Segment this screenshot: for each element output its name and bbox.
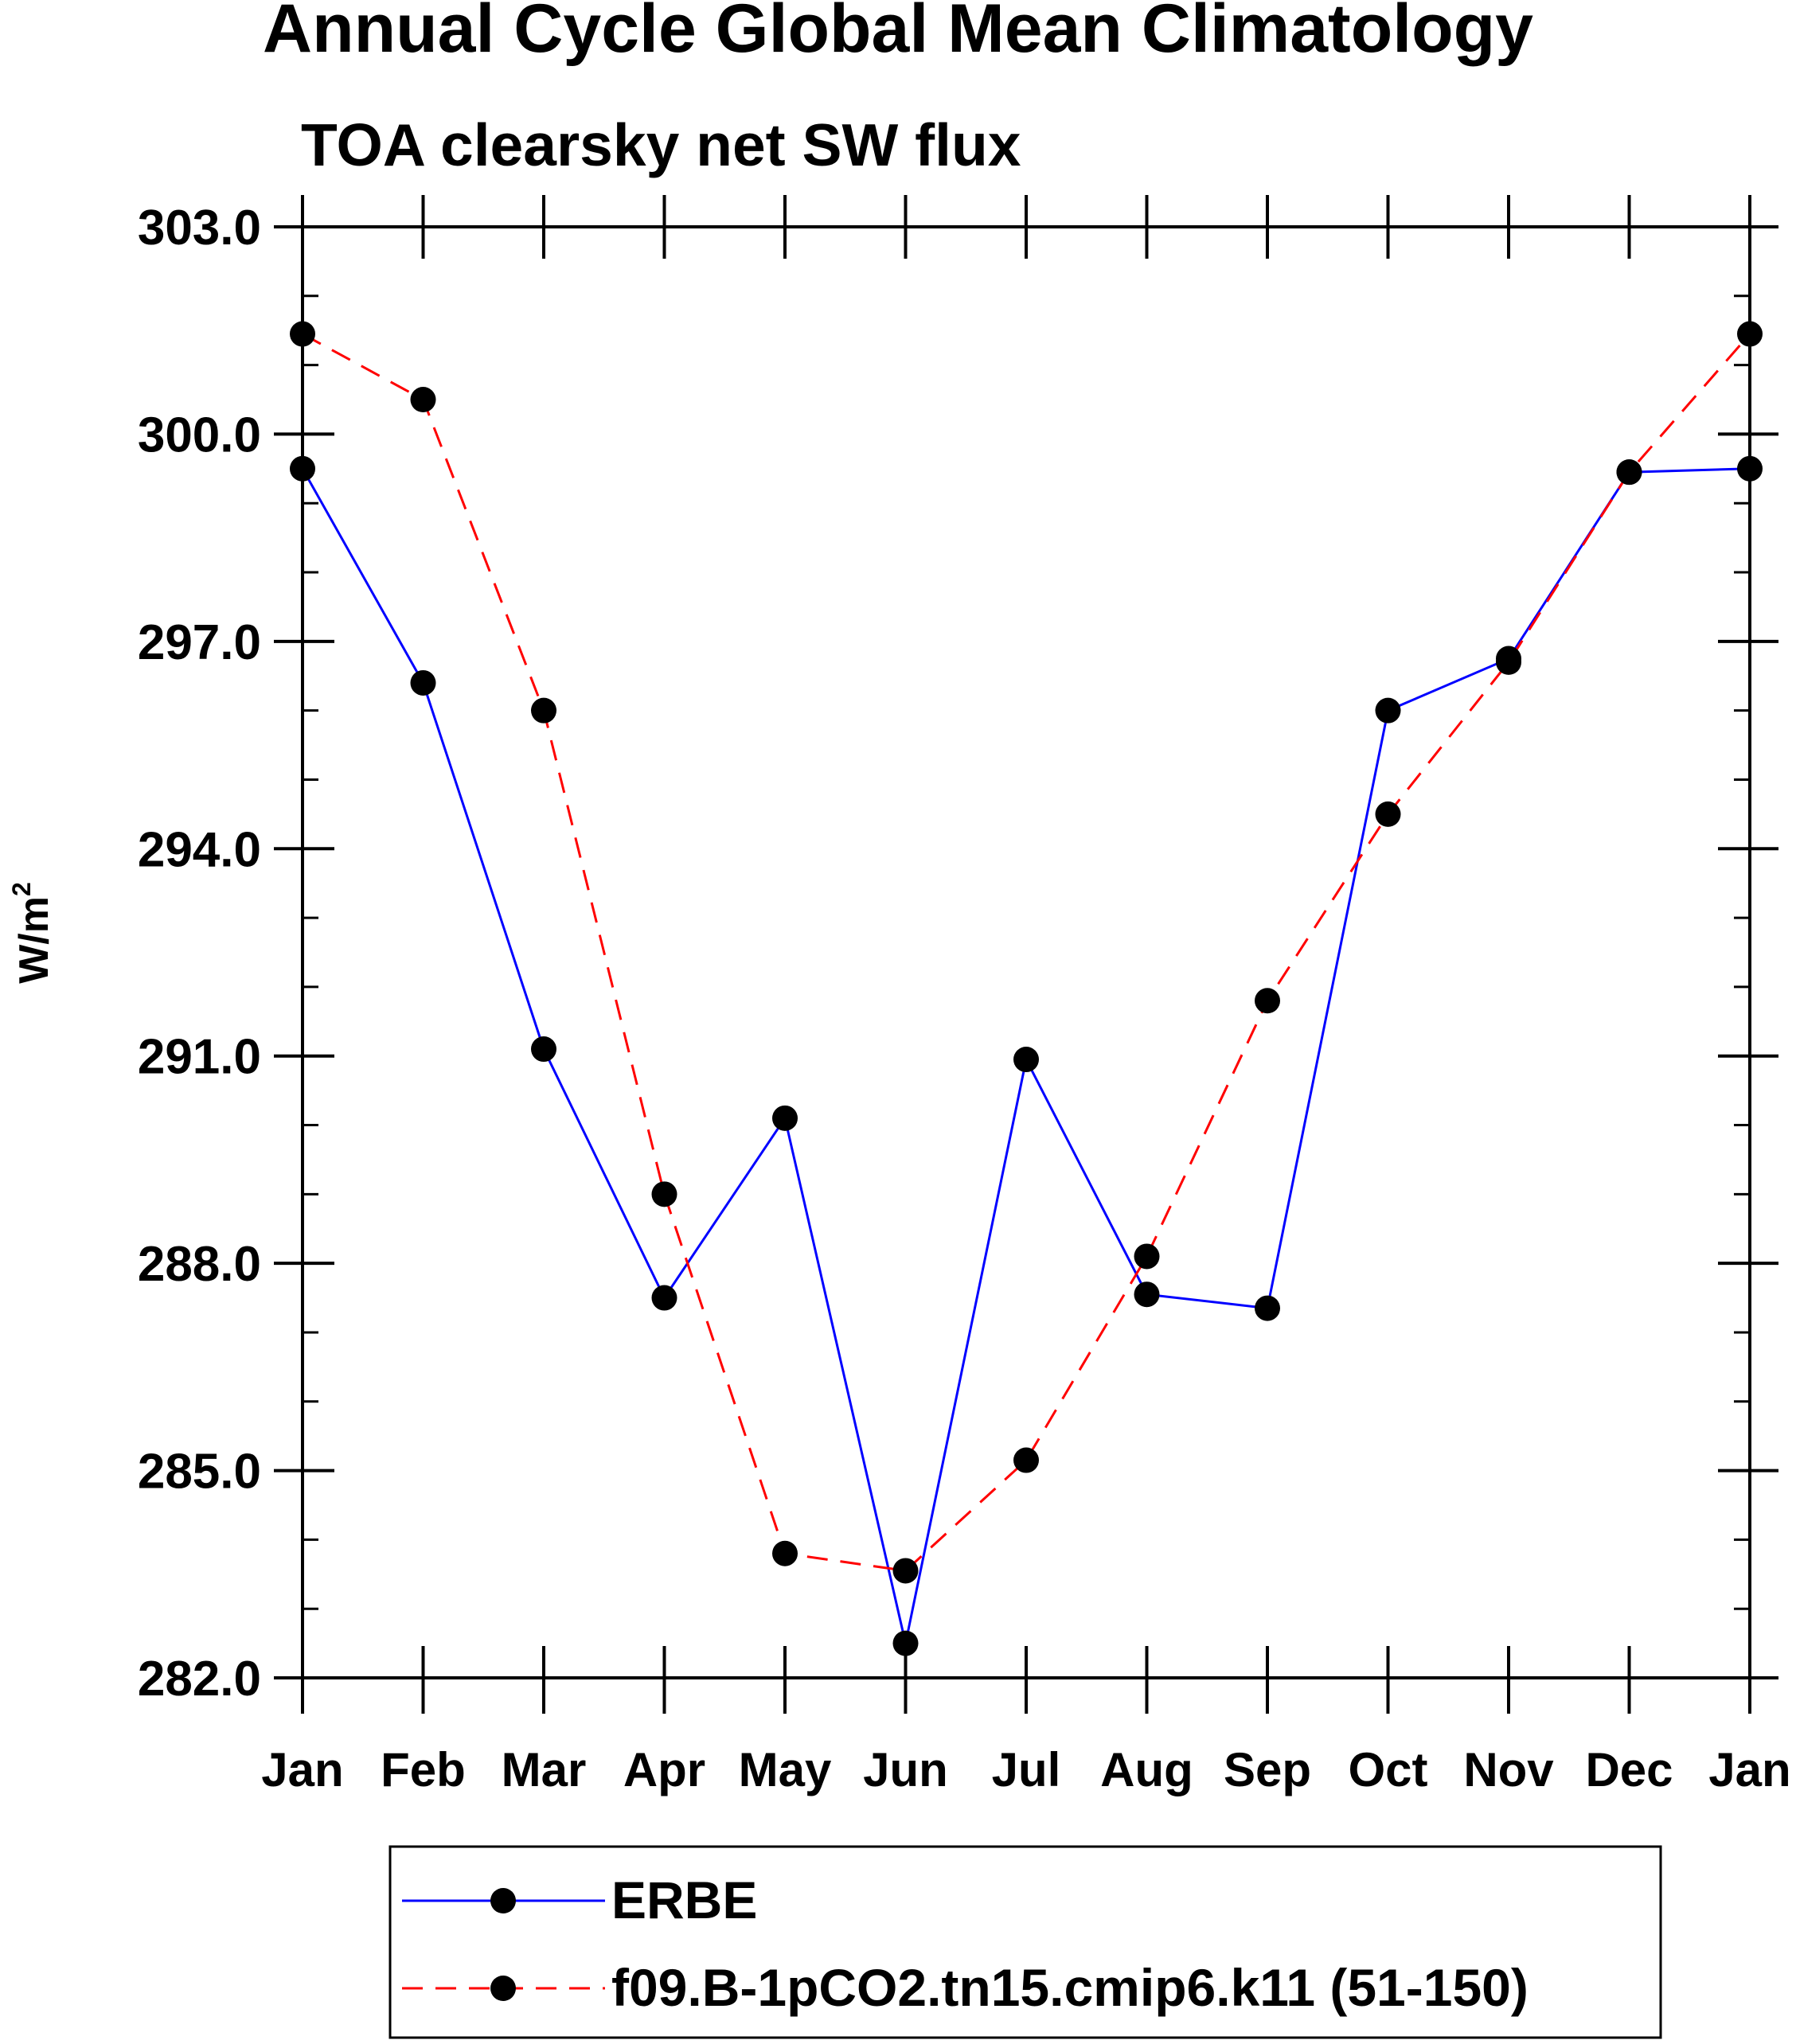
y-tick-label: 300.0 [138, 408, 261, 462]
x-tick-label: Aug [1100, 1743, 1193, 1796]
series-1-point [531, 697, 556, 724]
y-tick-label: 303.0 [138, 201, 261, 256]
y-tick-label: 282.0 [138, 1652, 261, 1707]
x-tick-label: Jul [992, 1743, 1061, 1796]
series-0-point [1134, 1281, 1160, 1308]
x-tick-labels: Jan Feb Mar Apr May Jun Jul Aug Sep Oct Nov Dec Jan [261, 1743, 1790, 1796]
y-axis-label-text: W/m [11, 896, 57, 984]
x-tick-label: Nov [1463, 1743, 1554, 1796]
x-tick-label: Sep [1224, 1743, 1311, 1796]
legend: ERBE f09.B-1pCO2.tn15.cmip6.k11 (51-150) [388, 1845, 1662, 2039]
x-tick-label: May [739, 1743, 832, 1796]
legend-marker-erbe [490, 1888, 516, 1913]
series-1-point [1496, 649, 1521, 675]
x-tick-label: Feb [381, 1743, 466, 1796]
series-0-point [1013, 1047, 1039, 1073]
series-1-point [651, 1181, 677, 1207]
y-tick-label: 297.0 [138, 615, 261, 670]
series-1-point [1013, 1447, 1039, 1473]
series-0-point [651, 1285, 677, 1311]
x-tick-label: Jan [1708, 1743, 1790, 1796]
y-tick-label: 294.0 [138, 822, 261, 877]
series-1-point [410, 387, 436, 413]
y-axis-label: W/m2 [7, 882, 57, 984]
series-1-point [892, 1558, 919, 1584]
series-1-point [1375, 801, 1401, 827]
series-layer [290, 321, 1763, 1656]
series-0-point [531, 1036, 556, 1063]
y-tick-label: 288.0 [138, 1237, 261, 1292]
y-axis-label-superscript: 2 [7, 882, 36, 896]
y-tick-label: 291.0 [138, 1030, 261, 1085]
series-1-point [1255, 988, 1280, 1014]
series-0-point [410, 669, 436, 696]
chart-subtitle: TOA clearsky net SW flux [301, 111, 1021, 178]
series-0-point [892, 1630, 919, 1656]
legend-label-model: f09.B-1pCO2.tn15.cmip6.k11 (51-150) [611, 1958, 1529, 2017]
series-1-point [772, 1540, 798, 1566]
legend-marker-model [490, 1976, 516, 2001]
series-0-point [772, 1105, 798, 1131]
x-tick-label: Jan [261, 1743, 343, 1796]
x-tick-label: Jun [863, 1743, 948, 1796]
legend-label-erbe: ERBE [611, 1870, 757, 1929]
x-tick-label: Oct [1348, 1743, 1427, 1796]
series-1-point [1616, 459, 1642, 486]
x-tick-label: Apr [623, 1743, 705, 1796]
plot-frame [301, 225, 1751, 1679]
chart-title: Annual Cycle Global Mean Climatology [263, 0, 1533, 67]
series-0-point [1255, 1295, 1280, 1321]
series-1-point [1134, 1243, 1160, 1270]
series-line-1 [302, 333, 1751, 1572]
x-tick-label: Mar [502, 1743, 587, 1796]
y-tick-label: 285.0 [138, 1445, 261, 1500]
axis-ticks [274, 195, 1778, 1714]
legend-box [388, 1845, 1662, 2039]
series-0-point [1375, 697, 1401, 724]
x-tick-label: Dec [1585, 1743, 1673, 1796]
y-tick-labels: 282.0 285.0 288.0 291.0 294.0 297.0 300.0 303.0 [138, 201, 261, 1707]
